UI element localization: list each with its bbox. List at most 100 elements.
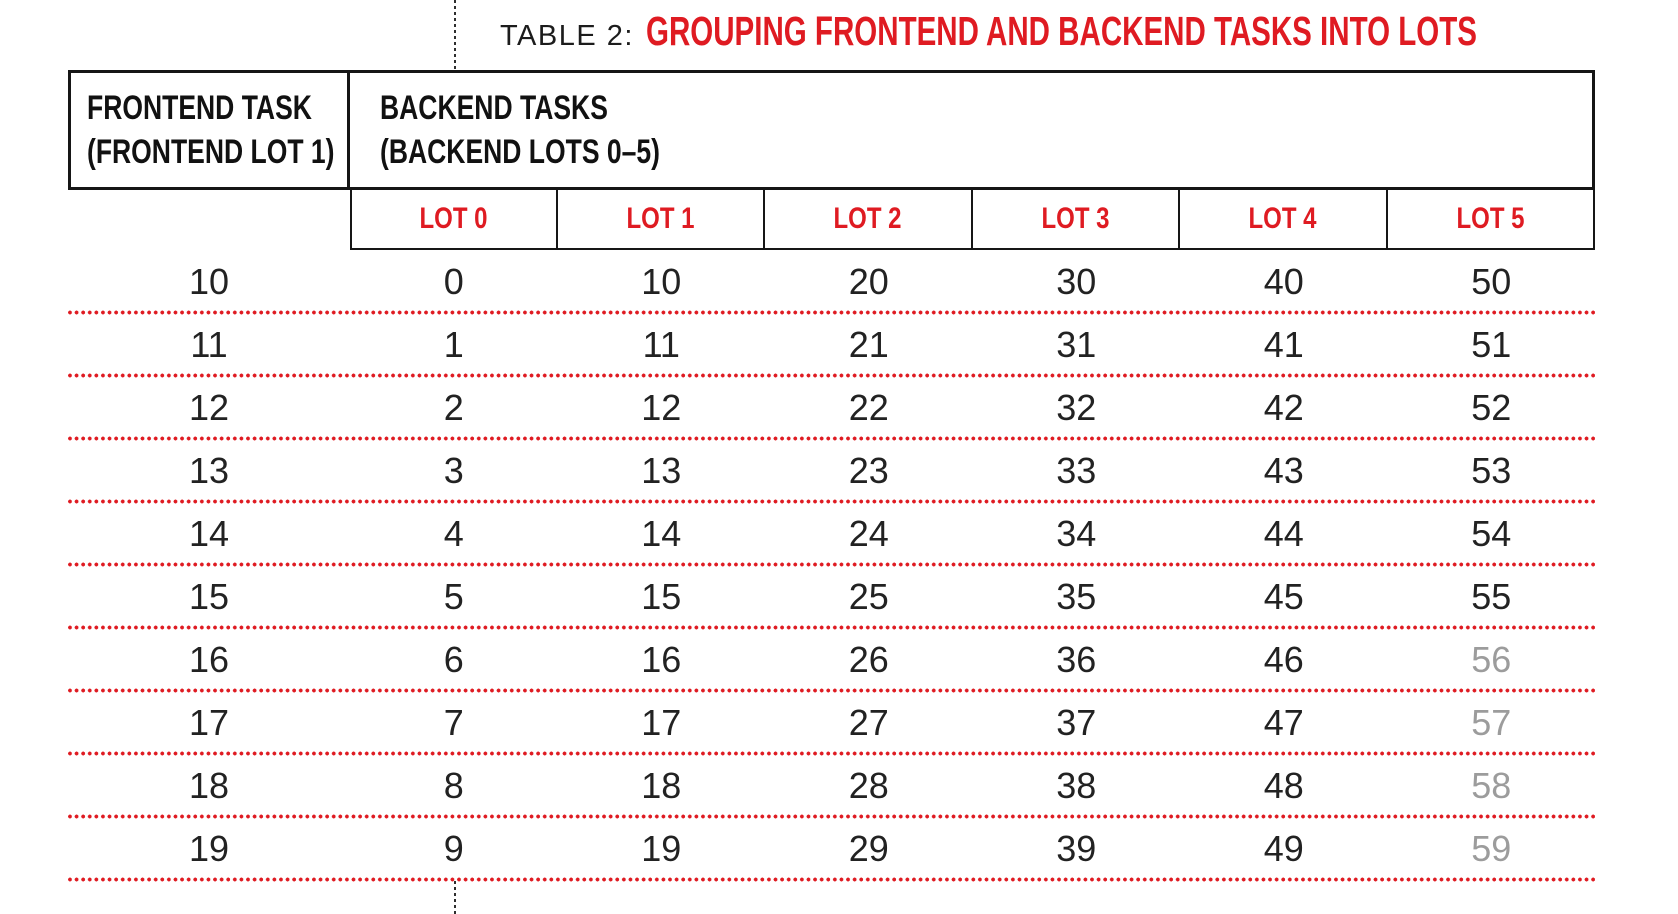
backend-header-line2: (BACKEND LOTS 0–5) [380,133,660,171]
lot4-cell: 42 [1263,386,1304,428]
lot5-cell: 55 [1471,575,1512,617]
lot-header-spacer [68,190,350,250]
row-separator-dots [68,877,1595,882]
lot0-cell: 8 [443,764,464,806]
row-separator-dots [68,688,1595,693]
lot4-cell: 43 [1263,449,1304,491]
lot0-cell: 1 [443,323,464,365]
table-row: 15 5 15 25 35 45 55 [68,565,1595,630]
lot5-cell-muted: 58 [1471,764,1512,806]
table-title-main: GROUPING FRONTEND AND BACKEND TASKS INTO… [645,8,1477,54]
lot-header-3: LOT 3 [972,190,1180,250]
lot1-cell: 17 [641,701,682,743]
lot3-cell: 33 [1056,449,1097,491]
lot5-cell-muted: 57 [1471,701,1512,743]
lot1-cell: 10 [641,260,682,302]
lot2-cell: 20 [848,260,889,302]
lot2-cell: 22 [848,386,889,428]
lot1-cell: 16 [641,638,682,680]
lot3-cell: 38 [1056,764,1097,806]
lot0-cell: 3 [443,449,464,491]
frontend-header-cell: FRONTEND TASK (FRONTEND LOT 1) [68,70,350,190]
lot5-cell: 50 [1471,260,1512,302]
table-row: 19 9 19 29 39 49 59 [68,817,1595,882]
lot2-cell: 24 [848,512,889,554]
lot3-cell: 31 [1056,323,1097,365]
frontend-task-cell: 17 [188,701,230,743]
row-separator-dots [68,373,1595,378]
lot2-cell: 21 [848,323,889,365]
lot4-cell: 47 [1263,701,1304,743]
row-separator-dots [68,814,1595,819]
lot4-cell: 45 [1263,575,1304,617]
frontend-task-cell: 14 [188,512,230,554]
lot3-cell: 37 [1056,701,1097,743]
frontend-task-cell: 18 [188,764,230,806]
lot-header-2: LOT 2 [765,190,973,250]
table-row: 17 7 17 27 37 47 57 [68,691,1595,756]
lot0-cell: 5 [443,575,464,617]
lot0-cell: 4 [443,512,464,554]
lot-header-2-label: LOT 2 [833,202,902,235]
backend-header-cell: BACKEND TASKS (BACKEND LOTS 0–5) [350,70,1595,190]
top-dashed-mark [454,0,456,70]
row-separator-dots [68,310,1595,315]
lot2-cell: 25 [848,575,889,617]
header-row: FRONTEND TASK (FRONTEND LOT 1) BACKEND T… [68,70,1595,190]
table-row: 16 6 16 26 36 46 56 [68,628,1595,693]
lot5-cell-muted: 59 [1471,827,1512,869]
lot3-cell: 32 [1056,386,1097,428]
lots-table: FRONTEND TASK (FRONTEND LOT 1) BACKEND T… [68,70,1595,882]
table-row: 13 3 13 23 33 43 53 [68,439,1595,504]
lot1-cell: 18 [641,764,682,806]
lot1-cell: 12 [641,386,682,428]
lot2-cell: 27 [848,701,889,743]
lot0-cell: 2 [443,386,464,428]
frontend-task-cell: 13 [188,449,230,491]
row-separator-dots [68,751,1595,756]
table-row: 18 8 18 28 38 48 58 [68,754,1595,819]
backend-header-line1: BACKEND TASKS [380,89,608,127]
lot-header-0-label: LOT 0 [419,202,488,235]
table-title: TABLE 2: GROUPING FRONTEND AND BACKEND T… [500,8,1678,55]
lot4-cell: 40 [1263,260,1304,302]
lot3-cell: 34 [1056,512,1097,554]
frontend-task-cell: 15 [188,575,230,617]
row-separator-dots [68,625,1595,630]
lot-header-1: LOT 1 [557,190,765,250]
frontend-header-line1: FRONTEND TASK [87,89,312,127]
bottom-dashed-mark [454,881,456,914]
frontend-task-cell: 12 [188,386,230,428]
table-row: 10 0 10 20 30 40 50 [68,250,1595,315]
lot-header-0: LOT 0 [350,190,558,250]
lot-header-row: LOT 0 LOT 1 LOT 2 LOT 3 LOT 4 LOT 5 [68,190,1595,250]
lot-header-1-label: LOT 1 [626,202,695,235]
lot5-cell: 52 [1471,386,1512,428]
lot-header-3-label: LOT 3 [1041,202,1110,235]
frontend-header-line2: (FRONTEND LOT 1) [87,133,335,171]
lot-header-5: LOT 5 [1387,190,1595,250]
lot3-cell: 39 [1056,827,1097,869]
lot3-cell: 35 [1056,575,1097,617]
lot0-cell: 0 [443,260,464,302]
lot1-cell: 11 [642,323,680,365]
lot1-cell: 15 [641,575,682,617]
lot1-cell: 14 [641,512,682,554]
table-row: 14 4 14 24 34 44 54 [68,502,1595,567]
frontend-task-cell: 16 [188,638,230,680]
lot5-cell: 51 [1471,323,1512,365]
row-separator-dots [68,436,1595,441]
lot5-cell-muted: 56 [1471,638,1512,680]
lot3-cell: 30 [1056,260,1097,302]
lot0-cell: 6 [443,638,464,680]
lot0-cell: 7 [443,701,464,743]
lot4-cell: 48 [1263,764,1304,806]
lot4-cell: 41 [1263,323,1304,365]
lot4-cell: 44 [1263,512,1304,554]
lot-header-5-label: LOT 5 [1456,202,1525,235]
table-row: 11 1 11 21 31 41 51 [68,313,1595,378]
lot0-cell: 9 [443,827,464,869]
frontend-task-cell: 19 [188,827,230,869]
lot1-cell: 19 [641,827,682,869]
frontend-task-cell: 11 [190,323,228,365]
